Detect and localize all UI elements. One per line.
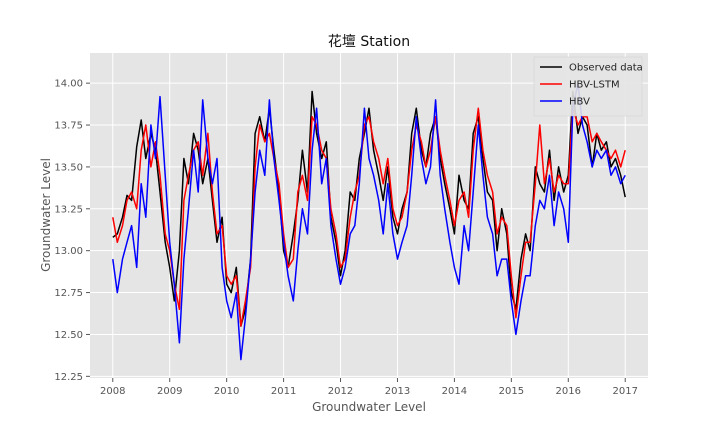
x-tick-label: 2013	[385, 386, 410, 397]
x-tick-label: 2011	[271, 386, 296, 397]
x-axis-label: Groundwater Level	[312, 400, 426, 414]
x-tick-label: 2017	[612, 386, 637, 397]
y-tick-label: 12.25	[54, 372, 83, 383]
y-tick-label: 13.00	[54, 246, 83, 257]
x-axis: 2008 2009 2010 2011 2012 2013 2014 2015 2016 2017	[100, 378, 638, 397]
legend-label: Observed data	[569, 63, 643, 74]
x-tick-label: 2010	[214, 386, 239, 397]
y-axis: 12.25 12.50 12.75 13.00 13.25 13.50 13.75 14.00	[54, 79, 90, 383]
y-tick-label: 13.25	[54, 204, 83, 215]
y-tick-label: 12.75	[54, 288, 83, 299]
x-tick-label: 2015	[499, 386, 524, 397]
chart-title: 花壇 Station	[328, 33, 410, 50]
y-tick-label: 13.50	[54, 162, 83, 173]
series-line-2	[112, 107, 626, 327]
series-line-3	[112, 82, 626, 361]
y-tick-label: 14.00	[54, 79, 83, 90]
x-tick-label: 2008	[100, 386, 125, 397]
series-layer	[112, 82, 626, 361]
x-tick-label: 2016	[556, 386, 581, 397]
y-tick-label: 13.75	[54, 121, 83, 132]
series-line-1	[112, 90, 626, 327]
legend-label: HBV	[569, 97, 590, 108]
legend: Observed data HBV-LSTM HBV	[533, 56, 643, 117]
legend-label: HBV-LSTM	[569, 80, 620, 91]
x-tick-label: 2014	[442, 386, 467, 397]
x-tick-label: 2009	[157, 386, 182, 397]
x-tick-label: 2012	[328, 386, 353, 397]
y-axis-label: Groundwater Level	[39, 158, 53, 272]
y-tick-label: 12.50	[54, 330, 83, 341]
